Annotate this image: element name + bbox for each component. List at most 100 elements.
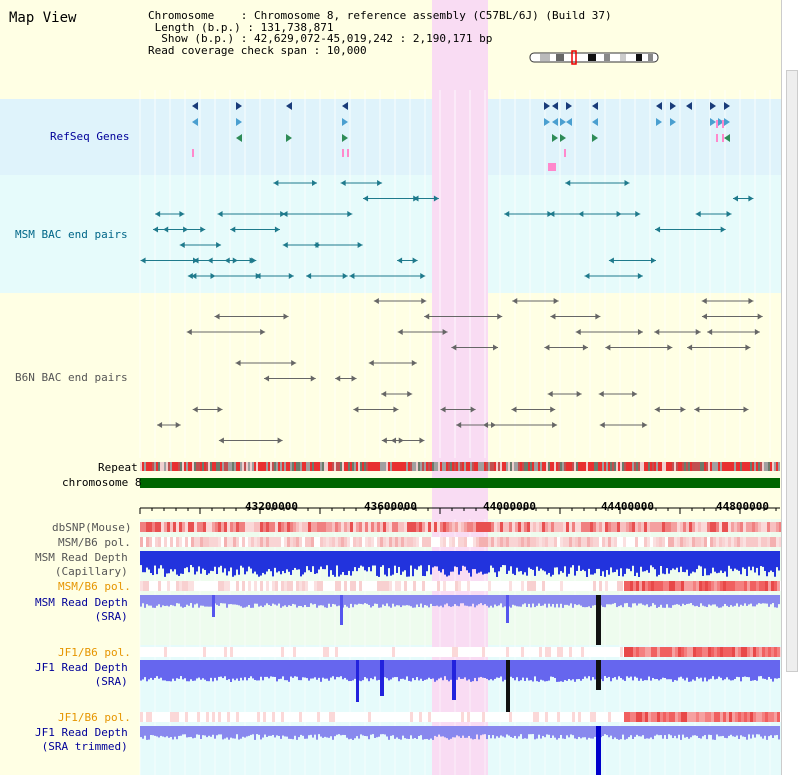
heat-cell — [299, 522, 302, 532]
msm-depth-sra-label[interactable]: MSM Read Depth (SRA) — [35, 596, 128, 624]
depth-bar — [146, 595, 148, 605]
repeat-segment — [274, 462, 276, 471]
depth-bar — [688, 660, 690, 682]
heat-cell — [224, 647, 227, 657]
depth-bar — [416, 595, 418, 605]
depth-bar — [694, 551, 696, 573]
heat-cell — [296, 647, 299, 657]
heat-cell — [407, 537, 410, 547]
depth-bar — [358, 595, 360, 604]
depth-bar — [188, 595, 190, 606]
msm-b6-pol-label-1[interactable]: MSM/B6 pol. — [58, 536, 131, 549]
jf1-depth-sra-label[interactable]: JF1 Read Depth (SRA) — [35, 661, 128, 689]
depth-bar — [386, 595, 388, 604]
heat-cell — [179, 537, 182, 547]
heat-cell — [452, 522, 455, 532]
heat-cell — [708, 581, 711, 591]
heat-cell — [717, 581, 720, 591]
depth-bar — [632, 595, 634, 604]
depth-bar — [354, 551, 356, 568]
heat-cell — [464, 712, 467, 722]
heat-cell — [479, 522, 482, 532]
depth-bar — [584, 726, 586, 738]
heat-cell — [678, 581, 681, 591]
heat-cell — [302, 522, 305, 532]
heat-cell — [284, 537, 287, 547]
heat-cell — [275, 537, 278, 547]
depth-bar — [252, 595, 254, 608]
repeat-segment — [676, 462, 678, 471]
depth-bar — [508, 726, 510, 736]
page-title: Map View — [9, 10, 77, 26]
vertical-scrollbar[interactable] — [781, 0, 800, 775]
depth-bar — [356, 595, 358, 605]
depth-bar — [278, 660, 280, 680]
dbsnp-label[interactable]: dbSNP(Mouse) — [52, 521, 132, 534]
depth-bar — [162, 726, 164, 737]
heat-cell — [245, 537, 248, 547]
depth-bar — [680, 551, 682, 567]
heat-cell — [212, 712, 215, 722]
depth-bar — [542, 595, 544, 606]
heat-cell — [365, 712, 368, 722]
heat-cell — [206, 581, 209, 591]
depth-bar — [546, 726, 548, 735]
heat-cell — [272, 581, 275, 591]
b6n-bac-label[interactable]: B6N BAC end pairs — [15, 371, 128, 384]
jf1-b6-pol-label-1[interactable]: JF1/B6 pol. — [58, 646, 131, 659]
repeat-segment — [762, 462, 764, 471]
heat-cell — [191, 712, 194, 722]
depth-bar — [746, 595, 748, 606]
depth-bar — [176, 660, 178, 679]
heat-cell — [575, 712, 578, 722]
depth-bar — [706, 660, 708, 682]
depth-bar — [362, 726, 364, 736]
depth-bar — [318, 660, 320, 678]
depth-bar — [226, 726, 228, 738]
jf1-depth-trim-label[interactable]: JF1 Read Depth (SRA trimmed) — [35, 726, 128, 754]
scrollbar-thumb[interactable] — [786, 70, 798, 672]
repeat-label: Repeat — [98, 461, 138, 474]
heat-cell — [464, 647, 467, 657]
heat-cell — [425, 522, 428, 532]
refseq-genes-label[interactable]: RefSeq Genes — [50, 130, 130, 143]
depth-bar — [178, 726, 180, 736]
depth-bar — [206, 726, 208, 738]
msm-b6-pol-label-2[interactable]: MSM/B6 pol. — [58, 580, 131, 593]
depth-bar — [174, 595, 176, 607]
heat-cell — [749, 537, 752, 547]
bac-end — [599, 422, 605, 428]
depth-bar — [162, 660, 164, 681]
depth-bar — [758, 726, 760, 735]
heat-cell — [641, 537, 644, 547]
heat-cell — [203, 647, 206, 657]
depth-bar — [496, 660, 498, 678]
heat-cell — [200, 712, 203, 722]
heat-cell — [437, 581, 440, 591]
heat-cell — [729, 581, 732, 591]
repeat-segment — [688, 462, 690, 471]
heat-cell — [341, 537, 344, 547]
heat-cell — [584, 581, 587, 591]
heat-cell — [699, 712, 702, 722]
depth-bar — [368, 595, 370, 605]
depth-bar — [414, 660, 416, 681]
heat-cell — [755, 522, 758, 532]
depth-bar — [622, 595, 624, 608]
heat-cell — [308, 712, 311, 722]
heat-cell — [696, 581, 699, 591]
heat-cell — [374, 537, 377, 547]
depth-bar — [668, 726, 670, 735]
depth-bar — [680, 726, 682, 740]
msm-bac-label[interactable]: MSM BAC end pairs — [15, 228, 128, 241]
msm-depth-cap-label[interactable]: MSM Read Depth (Capillary) — [35, 551, 128, 579]
depth-bar — [350, 726, 352, 739]
depth-bar — [490, 595, 492, 606]
depth-bar — [236, 726, 238, 735]
jf1-b6-pol-label-2[interactable]: JF1/B6 pol. — [58, 711, 131, 724]
heat-cell — [323, 647, 326, 657]
depth-bar — [292, 595, 294, 604]
heat-cell — [735, 581, 738, 591]
depth-bar — [716, 595, 718, 607]
